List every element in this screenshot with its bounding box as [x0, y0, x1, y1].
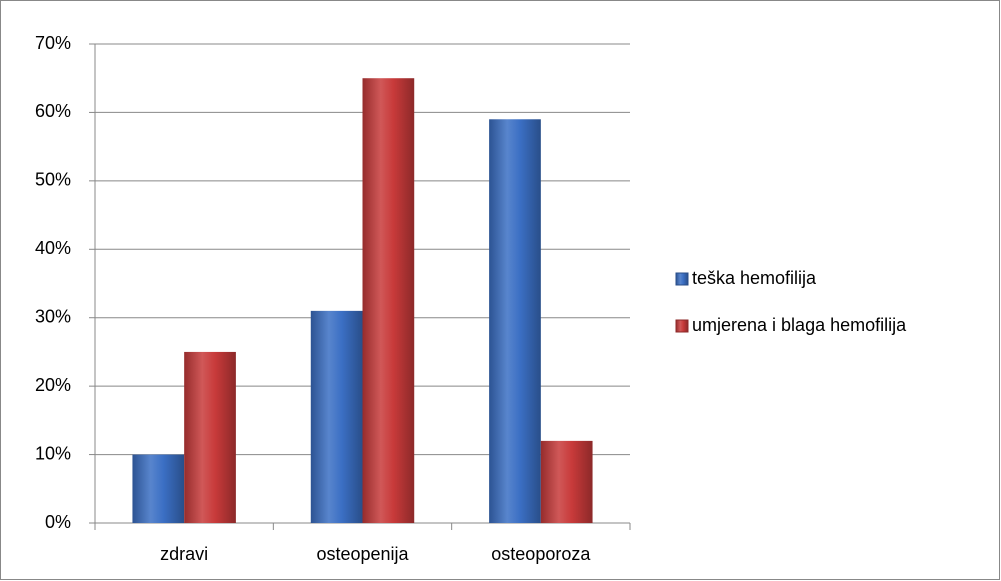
- bar: [540, 440, 593, 523]
- y-tick-label: 40%: [35, 238, 71, 258]
- y-tick-label: 10%: [35, 443, 71, 463]
- x-tick-label: zdravi: [160, 544, 208, 564]
- legend-label: teška hemofilija: [692, 268, 817, 288]
- bar: [132, 454, 185, 523]
- y-tick-label: 70%: [35, 33, 71, 53]
- legend-swatch: [675, 272, 689, 286]
- y-tick-label: 60%: [35, 101, 71, 121]
- legend-label: umjerena i blaga hemofilija: [692, 315, 907, 335]
- y-tick-label: 0%: [45, 512, 71, 532]
- x-tick-label: osteoporoza: [491, 544, 591, 564]
- y-tick-label: 30%: [35, 306, 71, 326]
- legend-swatch: [675, 319, 689, 333]
- bar: [184, 351, 236, 523]
- y-tick-label: 20%: [35, 375, 71, 395]
- bar: [362, 78, 415, 523]
- x-tick-label: osteopenija: [316, 544, 409, 564]
- bar: [310, 310, 363, 523]
- y-tick-label: 50%: [35, 170, 71, 190]
- bar: [489, 119, 541, 524]
